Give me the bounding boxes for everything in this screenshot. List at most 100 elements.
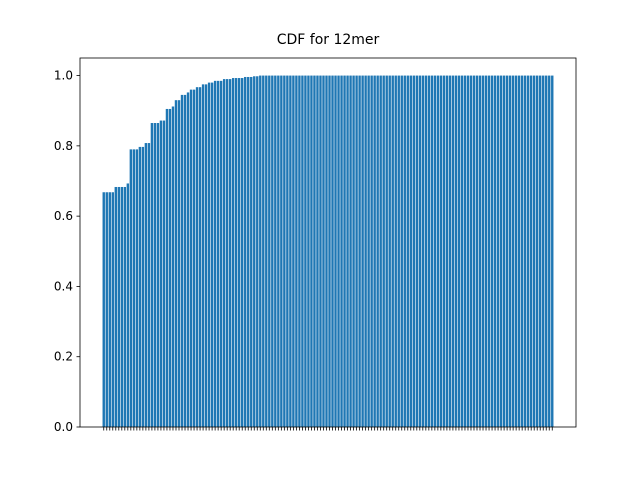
bar <box>135 149 139 427</box>
bar <box>523 75 527 428</box>
bar <box>391 75 394 428</box>
bar <box>204 84 208 427</box>
bar <box>247 76 250 427</box>
bar <box>231 78 235 427</box>
bar <box>439 75 443 428</box>
bar <box>265 75 268 428</box>
bar <box>237 78 241 427</box>
bar <box>364 75 367 428</box>
bar <box>216 80 220 427</box>
bar <box>126 183 130 427</box>
axes-frame <box>79 57 577 428</box>
bar <box>283 75 286 428</box>
bar <box>529 75 533 428</box>
bar <box>382 75 385 428</box>
bar <box>454 75 458 428</box>
bar <box>472 75 476 428</box>
bar <box>192 89 196 427</box>
bar <box>542 75 545 428</box>
bar <box>250 76 253 427</box>
bar <box>548 75 551 428</box>
bar <box>325 75 328 428</box>
bar <box>183 94 187 428</box>
bar <box>280 75 283 428</box>
bar <box>222 79 226 427</box>
bar <box>316 75 319 428</box>
bar <box>337 75 340 428</box>
bar <box>301 75 304 428</box>
bar <box>289 75 292 428</box>
bar <box>421 75 425 428</box>
bar <box>313 75 316 428</box>
y-tick-label: 0.2 <box>54 350 73 364</box>
bar <box>241 78 244 427</box>
bar <box>502 75 506 428</box>
bar <box>201 84 205 427</box>
bar <box>466 75 470 428</box>
y-tick-label: 0.0 <box>54 420 73 434</box>
bar <box>138 146 142 427</box>
bar <box>539 75 542 428</box>
bar <box>168 108 172 427</box>
bar <box>150 123 154 427</box>
bar <box>451 75 455 428</box>
bar <box>253 76 256 427</box>
bar <box>526 75 530 428</box>
bar <box>186 92 190 427</box>
bar <box>295 75 298 428</box>
bar <box>424 75 428 428</box>
bar <box>511 75 515 428</box>
bar <box>394 75 397 428</box>
bar <box>412 75 415 428</box>
bar <box>177 100 181 428</box>
bar <box>430 75 434 428</box>
bar <box>517 75 521 428</box>
bar <box>244 76 247 427</box>
bar <box>165 108 169 427</box>
bar <box>499 75 503 428</box>
bar <box>406 75 409 428</box>
y-tick-label: 0.8 <box>54 139 73 153</box>
y-tick-label: 0.4 <box>54 279 73 293</box>
bar <box>352 75 355 428</box>
bar <box>207 82 211 427</box>
bar <box>409 75 412 428</box>
bar <box>210 82 214 427</box>
bar <box>331 75 334 428</box>
bar <box>415 75 419 428</box>
bar <box>159 120 163 427</box>
bar <box>355 75 358 428</box>
bar <box>403 75 406 428</box>
bar <box>144 143 148 427</box>
bar <box>102 192 105 427</box>
bar <box>262 75 265 428</box>
bar <box>234 78 238 427</box>
bar <box>481 75 485 428</box>
bar <box>108 192 111 427</box>
y-tick-label: 1.0 <box>54 69 73 83</box>
bar <box>436 75 440 428</box>
bar <box>379 75 382 428</box>
bar <box>298 75 301 428</box>
bar <box>123 186 127 427</box>
chart-title: CDF for 12mer <box>277 32 380 48</box>
bar <box>274 75 277 428</box>
bar <box>156 123 160 427</box>
bar <box>225 79 229 427</box>
bar <box>111 192 114 427</box>
bar <box>520 75 524 428</box>
bar <box>228 79 232 427</box>
bar <box>532 75 536 428</box>
bar <box>328 75 331 428</box>
bar <box>460 75 464 428</box>
bar <box>189 89 193 427</box>
bar <box>385 75 388 428</box>
bar <box>445 75 449 428</box>
bar <box>213 80 217 427</box>
bar <box>334 75 337 428</box>
bar <box>545 75 548 428</box>
bar <box>268 75 271 428</box>
bar <box>120 186 124 427</box>
bar <box>141 146 145 427</box>
